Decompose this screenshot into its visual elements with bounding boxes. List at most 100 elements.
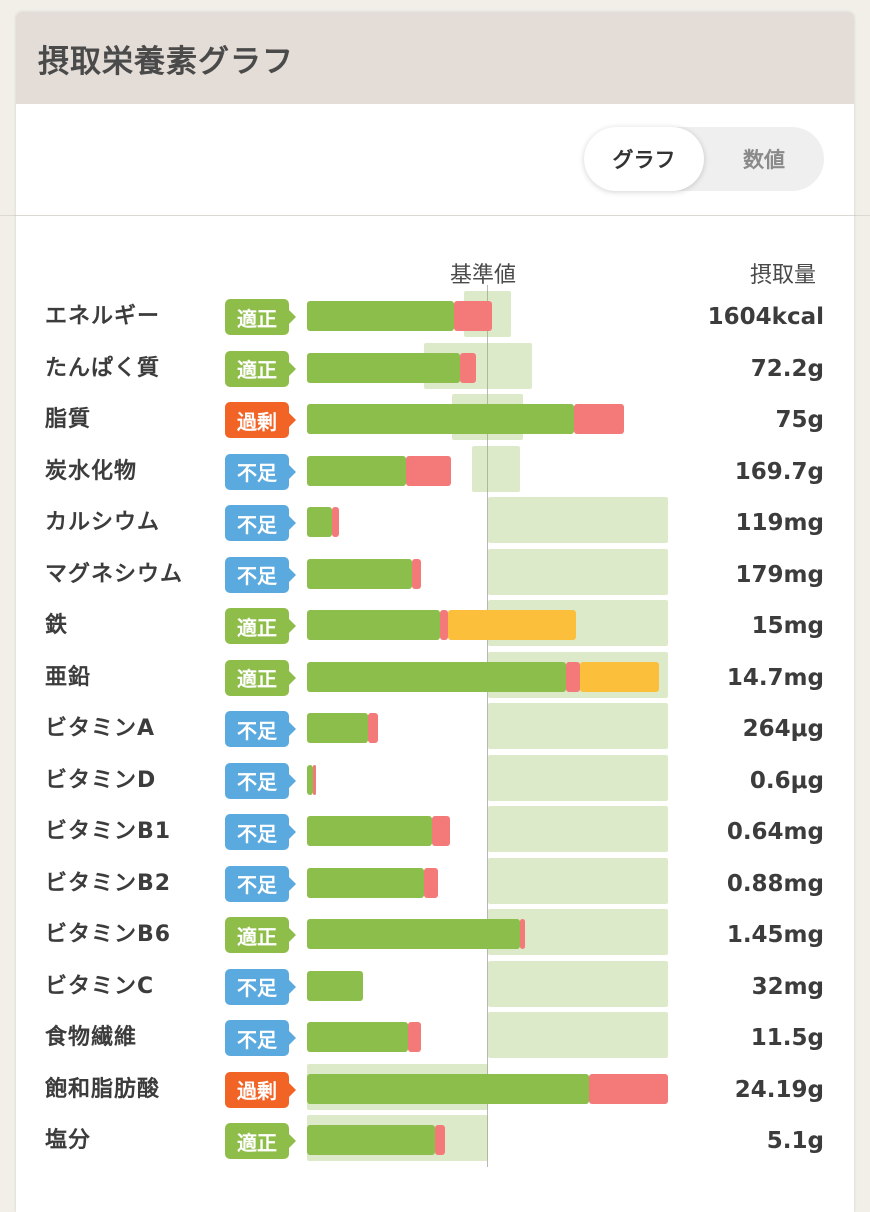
status-badge: 適正 bbox=[225, 608, 296, 644]
nutrient-name: マグネシウム bbox=[45, 561, 184, 587]
intake-bar-green bbox=[307, 507, 332, 537]
intake-bar-green bbox=[307, 867, 424, 898]
nutrient-name: ビタミンB6 bbox=[45, 922, 172, 947]
nutrient-name: エネルギー bbox=[45, 304, 161, 329]
reference-range-band bbox=[488, 703, 668, 749]
status-badge: 過剰 bbox=[225, 402, 296, 438]
nutrient-row: ビタミンC 不足 32mg bbox=[0, 960, 870, 1007]
graph-view-button[interactable]: グラフ bbox=[584, 127, 704, 191]
nutrient-row: 飽和脂肪酸 過剰 24.19g bbox=[0, 1063, 870, 1110]
intake-bar-red bbox=[589, 1073, 668, 1104]
card-header: 摂取栄養素グラフ bbox=[16, 12, 854, 104]
nutrient-row: 炭水化物 不足 169.7g bbox=[0, 445, 870, 492]
status-badge-label: 適正 bbox=[237, 306, 277, 331]
card-title: 摂取栄養素グラフ bbox=[38, 43, 294, 80]
nutrient-name: たんぱく質 bbox=[45, 355, 161, 381]
intake-bar-red bbox=[454, 301, 492, 331]
intake-bar-red bbox=[406, 455, 451, 486]
intake-amount: 1.45mg bbox=[726, 922, 824, 948]
intake-bar-green bbox=[307, 352, 460, 383]
intake-amount: 264μg bbox=[742, 716, 824, 742]
nutrient-row: 亜鉛 適正 14.7mg bbox=[0, 651, 870, 698]
reference-line bbox=[487, 285, 488, 1167]
status-badge: 不足 bbox=[225, 505, 296, 541]
nutrient-name: 食物繊維 bbox=[45, 1025, 138, 1050]
nutrient-row: たんぱく質 適正 72.2g bbox=[0, 342, 870, 389]
status-badge: 適正 bbox=[225, 299, 296, 335]
intake-amount: 14.7mg bbox=[726, 664, 824, 691]
nutrient-name: ビタミンD bbox=[45, 767, 157, 793]
view-toggle-row: グラフ 数値 bbox=[16, 104, 854, 216]
nutrient-name: 炭水化物 bbox=[45, 458, 138, 484]
nutrient-name: 鉄 bbox=[45, 613, 69, 638]
nutrient-row: 鉄 適正 15mg bbox=[0, 600, 870, 646]
nutrient-row: ビタミンD 不足 0.6μg bbox=[0, 754, 870, 801]
reference-range-band bbox=[488, 754, 668, 801]
intake-amount: 11.5g bbox=[750, 1025, 824, 1051]
intake-bar-green bbox=[307, 1022, 408, 1052]
intake-bar-red bbox=[313, 764, 316, 795]
intake-bar-green bbox=[307, 301, 454, 331]
intake-amount: 179mg bbox=[735, 561, 824, 588]
status-badge-label: 不足 bbox=[237, 718, 277, 743]
intake-amount: 119mg bbox=[735, 510, 824, 536]
numbers-view-button[interactable]: 数値 bbox=[743, 148, 785, 172]
intake-bar-red bbox=[435, 1125, 445, 1155]
intake-bar-green bbox=[307, 970, 363, 1001]
status-badge-label: 不足 bbox=[237, 873, 277, 897]
intake-bar-red bbox=[460, 352, 476, 383]
reference-range-band bbox=[488, 548, 668, 595]
status-badge-label: 不足 bbox=[237, 976, 277, 1000]
reference-range-band bbox=[472, 445, 520, 492]
status-badge-label: 不足 bbox=[237, 564, 277, 588]
status-badge: 不足 bbox=[225, 711, 296, 747]
intake-bar-red bbox=[432, 816, 450, 846]
intake-bar-green bbox=[307, 1125, 435, 1155]
intake-bar-green bbox=[307, 558, 412, 589]
status-badge: 適正 bbox=[225, 917, 296, 953]
intake-amount: 15mg bbox=[751, 613, 824, 639]
status-badge-label: 過剰 bbox=[237, 409, 277, 434]
status-badge-label: 不足 bbox=[237, 821, 277, 846]
status-badge-label: 適正 bbox=[237, 1130, 277, 1155]
nutrient-row: 脂質 過剰 75g bbox=[0, 394, 870, 440]
intake-amount: 0.88mg bbox=[726, 870, 824, 897]
nutrient-row: 塩分 適正 5.1g bbox=[0, 1115, 870, 1161]
nutrient-name: ビタミンA bbox=[45, 716, 156, 741]
reference-column-header: 基準値 bbox=[450, 263, 517, 288]
status-badge-label: 不足 bbox=[237, 512, 277, 537]
intake-amount: 75g bbox=[775, 407, 824, 433]
reference-range-band bbox=[488, 806, 668, 852]
view-toggle[interactable]: グラフ 数値 bbox=[584, 127, 824, 191]
intake-bar-green bbox=[307, 661, 566, 692]
reference-range-band bbox=[488, 857, 668, 904]
nutrient-row: エネルギー 適正 1604kcal bbox=[0, 291, 870, 337]
nutrient-name: ビタミンB2 bbox=[45, 870, 172, 896]
intake-bar-green bbox=[307, 816, 432, 846]
reference-range-band bbox=[488, 960, 668, 1007]
status-badge: 過剰 bbox=[225, 1071, 296, 1108]
intake-bar-orange bbox=[448, 610, 576, 640]
status-badge: 不足 bbox=[225, 814, 296, 850]
intake-bar-green bbox=[307, 1073, 589, 1104]
intake-bar-red bbox=[368, 713, 378, 743]
status-badge: 不足 bbox=[225, 1020, 296, 1056]
status-badge: 不足 bbox=[225, 865, 296, 902]
intake-amount: 24.19g bbox=[734, 1076, 824, 1103]
nutrient-row: 食物繊維 不足 11.5g bbox=[0, 1012, 870, 1058]
intake-bar-green bbox=[307, 764, 313, 795]
intake-bar-red bbox=[332, 507, 339, 537]
nutrient-row: ビタミンB1 不足 0.64mg bbox=[0, 806, 870, 852]
intake-bar-green bbox=[307, 404, 574, 434]
status-badge-label: 適正 bbox=[237, 615, 277, 640]
status-badge: 不足 bbox=[225, 762, 296, 799]
status-badge-label: 適正 bbox=[237, 924, 277, 949]
status-badge-label: 不足 bbox=[237, 770, 277, 794]
status-badge-label: 不足 bbox=[237, 461, 277, 485]
intake-amount: 169.7g bbox=[734, 458, 824, 485]
nutrient-row: ビタミンA 不足 264μg bbox=[0, 703, 870, 749]
status-badge-label: 不足 bbox=[237, 1027, 277, 1052]
intake-bar-green bbox=[307, 455, 406, 486]
status-badge: 適正 bbox=[225, 659, 296, 696]
nutrient-name: 塩分 bbox=[45, 1128, 92, 1153]
